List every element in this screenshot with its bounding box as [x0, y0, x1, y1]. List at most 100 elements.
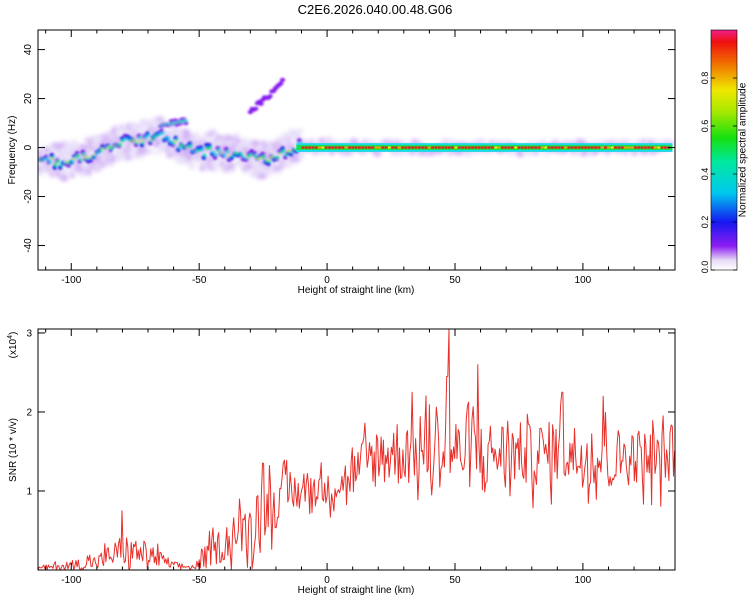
spectrogram-halo-blob: [185, 154, 193, 162]
spectrogram-cell: [203, 153, 207, 157]
spectrogram-halo-blob: [44, 146, 51, 154]
carrier-band-core: [504, 146, 508, 149]
carrier-band-core: [387, 146, 391, 149]
spectrogram-cell: [208, 147, 211, 150]
spectrogram-cell: [177, 146, 182, 150]
carrier-band-core: [644, 146, 647, 149]
x-tick-label: -100: [61, 275, 81, 286]
carrier-band-core: [560, 146, 564, 149]
spectrogram-cell: [53, 163, 56, 166]
spectrogram-cell: [132, 139, 135, 142]
spectrogram-cell: [233, 152, 237, 155]
carrier-band-core: [304, 146, 308, 149]
carrier-band-core: [364, 146, 368, 149]
carrier-band-core: [471, 146, 474, 149]
spectrogram-cell: [134, 140, 138, 143]
carrier-band-core: [597, 146, 601, 149]
carrier-band-core: [454, 146, 458, 149]
carrier-band-core: [640, 146, 644, 149]
carrier-band-core: [587, 146, 591, 149]
spectrogram-cell: [48, 160, 52, 164]
y-tick-label: -40: [23, 238, 34, 253]
carrier-band-core: [427, 146, 431, 149]
spectrogram-cell: [56, 160, 59, 163]
x-tick-label: -50: [192, 275, 207, 286]
spectrogram-cell: [267, 159, 270, 162]
spectrogram-halo-blob: [49, 173, 55, 178]
spectrogram-halo-blob: [99, 162, 107, 168]
carrier-band-core: [617, 146, 621, 149]
carrier-band-core: [484, 146, 488, 149]
spectrogram-cell: [101, 147, 104, 150]
spectrogram-cell: [109, 147, 113, 150]
carrier-band-core: [564, 146, 568, 149]
spectrogram-branch-cell: [183, 121, 189, 126]
snr-y-label: SNR (10 * v/v): [8, 418, 19, 482]
snr-frame: [37, 328, 676, 571]
y-tick-label: 40: [23, 44, 34, 56]
carrier-band-core: [371, 146, 375, 149]
carrier-band-core: [348, 146, 351, 149]
carrier-band-core: [491, 146, 494, 149]
carrier-band-core: [321, 146, 325, 149]
spectrogram-core-layer: [38, 77, 303, 170]
spectrogram-halo-blob: [59, 169, 68, 175]
spectrogram-cell: [70, 159, 73, 162]
colorbar-tick-label: 0.6: [700, 120, 710, 133]
spectrogram-cell: [99, 149, 103, 153]
colorbar-label: Normalized spectral amplitude: [738, 82, 749, 217]
spectrogram-halo-blob: [146, 148, 154, 156]
spectrogram-halo-blob: [218, 161, 226, 167]
spectrogram-cell: [276, 155, 280, 159]
x-tick-label: 100: [575, 575, 592, 586]
spectrogram-halo-blob: [59, 155, 65, 160]
carrier-band-core: [627, 146, 631, 149]
spectrogram-cell: [73, 157, 76, 160]
carrier-band-core: [634, 146, 637, 149]
carrier-band-core: [301, 146, 305, 149]
spectrogram-cell: [286, 150, 290, 153]
snr-panel: -100 -50 0 50 100 1 2 3 Height of straight lin…: [7, 328, 676, 596]
colorbar: 0.0 0.2 0.4 0.6 0.8 Normalized spectral ampl…: [700, 29, 749, 273]
carrier-band-core: [397, 146, 401, 149]
carrier-band-core: [620, 146, 624, 149]
spectrogram-halo-blob: [79, 144, 87, 151]
spectrogram-halo-blob: [81, 163, 89, 170]
carrier-band-core: [354, 146, 358, 149]
carrier-band-core: [334, 146, 338, 149]
y-tick-label: 20: [23, 93, 34, 105]
carrier-band-core: [517, 146, 521, 149]
y-tick-label: -20: [23, 189, 34, 204]
carrier-band-core: [338, 146, 341, 149]
x-tick-label: 100: [575, 275, 592, 286]
carrier-band-core: [351, 146, 355, 149]
colorbar-gradient: [710, 29, 738, 271]
carrier-band-core: [657, 146, 661, 149]
y-tick-label: 3: [26, 328, 32, 339]
spectrogram-halo-blob: [265, 171, 272, 177]
carrier-band-core: [647, 146, 651, 149]
carrier-band-core: [497, 146, 501, 149]
spectrogram-cell: [140, 140, 144, 143]
carrier-band-core: [537, 146, 541, 149]
spectrogram-cell: [172, 141, 176, 145]
x-tick-label: -100: [61, 575, 81, 586]
colorbar-tick-label: 0.8: [700, 72, 710, 85]
spectrogram-halo-blob: [136, 125, 145, 130]
spectrogram-cell: [225, 150, 229, 154]
spectrogram-cell: [169, 140, 173, 144]
spectrogram-halo-blob: [579, 140, 587, 144]
spectrogram-cell: [253, 155, 256, 158]
carrier-band-core: [341, 146, 345, 149]
carrier-band-core: [607, 146, 611, 149]
spectrogram-cell: [261, 156, 265, 159]
carrier-band-core: [580, 146, 584, 149]
spectrogram-halo-blob: [65, 155, 74, 159]
carrier-band-core: [507, 146, 511, 149]
spectrogram-cell: [196, 149, 200, 152]
spectrogram-cell: [158, 132, 162, 136]
spectrogram-halo-blob: [295, 131, 301, 139]
snr-y-ticks: 1 2 3: [26, 328, 675, 497]
spectrogram-branch-cell: [278, 81, 284, 86]
